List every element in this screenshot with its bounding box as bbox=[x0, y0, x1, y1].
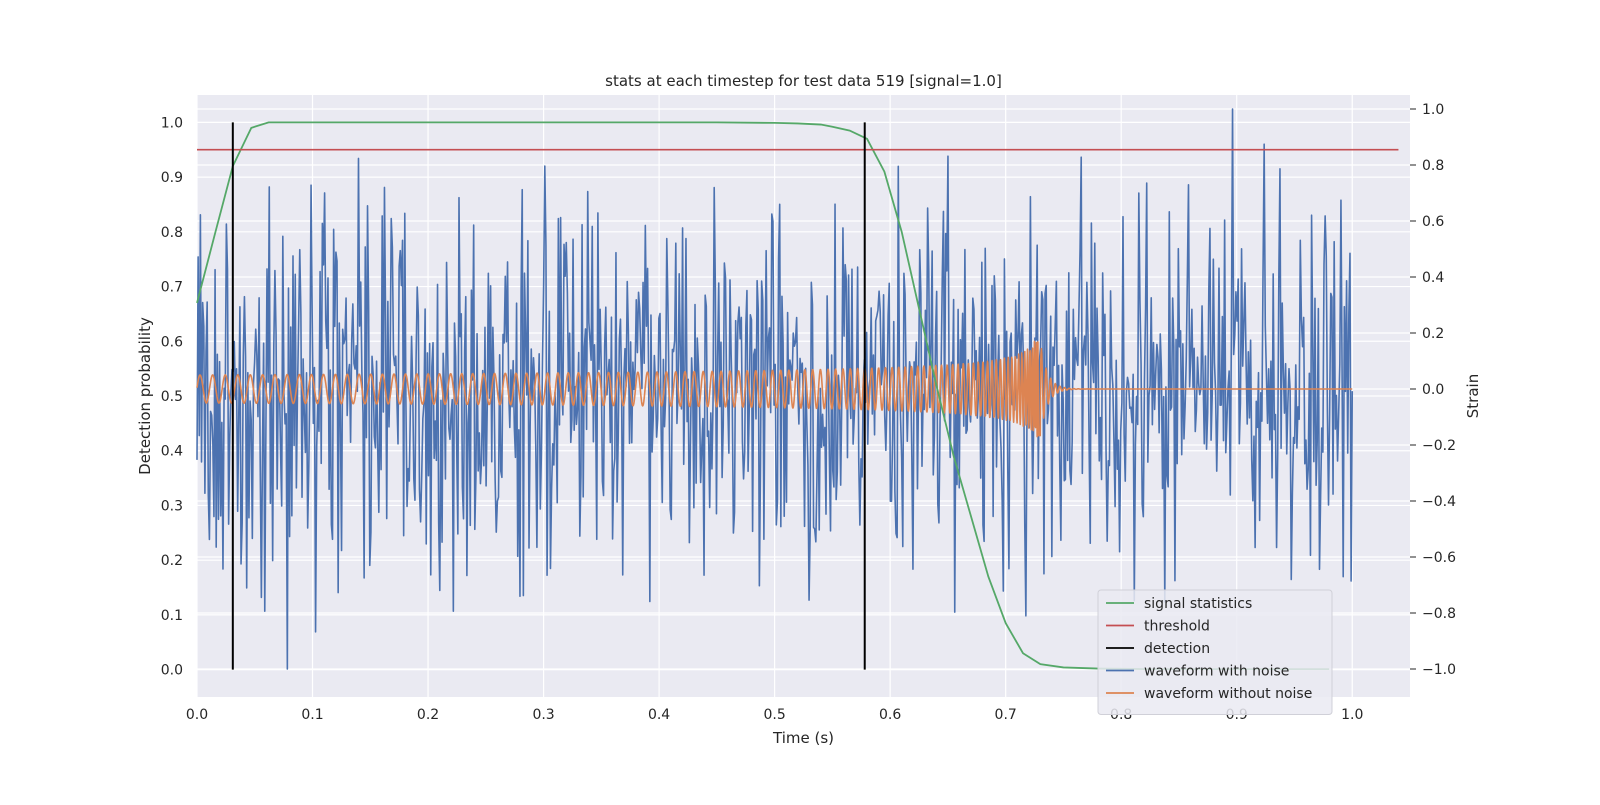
y2-tick-label: 0.6 bbox=[1422, 214, 1444, 230]
x-tick-label: 0.6 bbox=[879, 707, 901, 723]
y2-tick-label: −0.4 bbox=[1422, 494, 1456, 510]
legend-label: detection bbox=[1144, 641, 1210, 657]
y-tick-label: 0.3 bbox=[161, 498, 183, 514]
legend-label: waveform with noise bbox=[1144, 664, 1289, 680]
y-tick-label: 0.0 bbox=[161, 663, 183, 679]
y2-tick-label: 1.0 bbox=[1422, 102, 1444, 118]
y-tick-label: 1.0 bbox=[161, 115, 183, 131]
x-tick-label: 0.5 bbox=[763, 707, 785, 723]
chart-title: stats at each timestep for test data 519… bbox=[605, 72, 1002, 90]
y-tick-label: 0.7 bbox=[161, 280, 183, 296]
y2-tick-label: 0.0 bbox=[1422, 382, 1444, 398]
waveform-without-noise-line bbox=[196, 340, 1353, 438]
legend: signal statistics threshold detection wavef… bbox=[1097, 589, 1333, 715]
x-axis-label: Time (s) bbox=[772, 729, 834, 747]
legend-label: waveform without noise bbox=[1144, 686, 1312, 702]
y2-tick-label: 0.4 bbox=[1422, 270, 1444, 286]
y2-tick-label: −0.6 bbox=[1422, 550, 1456, 566]
y-tick-label: 0.8 bbox=[161, 225, 183, 241]
x-tick-label: 0.2 bbox=[417, 707, 439, 723]
x-tick-label: 0.1 bbox=[301, 707, 323, 723]
y2-tick-label: 0.2 bbox=[1422, 326, 1444, 342]
y-tick-label: 0.9 bbox=[161, 170, 183, 186]
data-layer bbox=[196, 108, 1399, 670]
y-tick-label: 0.2 bbox=[161, 553, 183, 569]
axes: 0.0 0.1 0.2 0.3 0.4 0.5 0.6 0.7 0.8 0.9 1.0 0.0 0.1 0… bbox=[161, 102, 1456, 723]
y-axis-label: Detection probability bbox=[136, 317, 154, 475]
x-tick-label: 0.0 bbox=[186, 707, 208, 723]
y-tick-label: 0.1 bbox=[161, 608, 183, 624]
x-tick-label: 0.4 bbox=[648, 707, 670, 723]
y2-axis-label: Strain bbox=[1464, 374, 1482, 418]
legend-box bbox=[1097, 589, 1333, 715]
legend-label: threshold bbox=[1144, 619, 1210, 635]
y2-tick-label: −1.0 bbox=[1422, 662, 1456, 678]
y-tick-label: 0.4 bbox=[161, 444, 183, 460]
y2-tick-label: 0.8 bbox=[1422, 158, 1444, 174]
signal-statistics-line bbox=[196, 121, 1330, 670]
x-tick-label: 0.3 bbox=[532, 707, 554, 723]
y2-tick-label: −0.2 bbox=[1422, 438, 1456, 454]
x-tick-label: 0.7 bbox=[995, 707, 1017, 723]
legend-label: signal statistics bbox=[1144, 596, 1252, 612]
y2-tick-label: −0.8 bbox=[1422, 606, 1456, 622]
y-tick-label: 0.6 bbox=[161, 334, 183, 350]
x-tick-label: 1.0 bbox=[1341, 707, 1363, 723]
y-tick-label: 0.5 bbox=[161, 389, 183, 405]
